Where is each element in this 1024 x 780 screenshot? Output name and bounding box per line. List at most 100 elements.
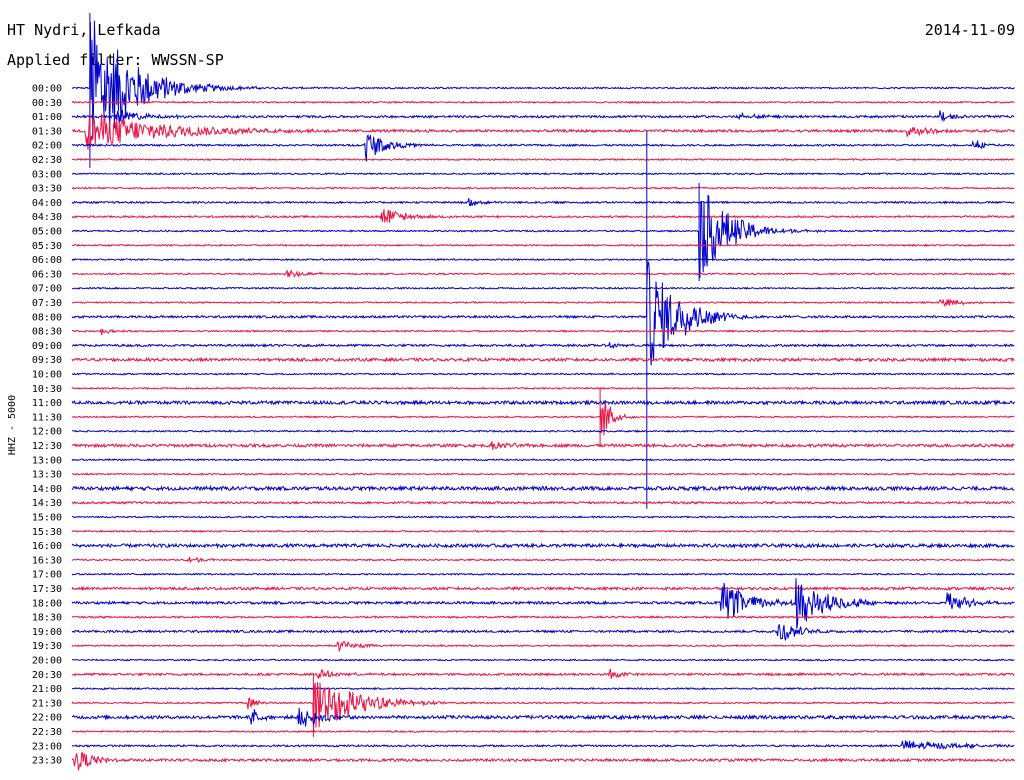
time-tick-label: 21:30 [32, 698, 62, 709]
time-tick-label: 10:30 [32, 384, 62, 395]
seismic-trace [71, 133, 1015, 162]
time-tick-label: 12:00 [32, 427, 62, 438]
time-tick-label: 05:00 [32, 227, 62, 238]
seismic-trace [71, 286, 1015, 290]
time-tick-label: 09:30 [32, 355, 62, 366]
seismic-trace [71, 388, 1015, 447]
time-tick-label: 07:30 [32, 298, 62, 309]
seismic-trace [71, 198, 1015, 207]
seismic-trace [71, 186, 1015, 190]
trace-group [71, 13, 1015, 771]
time-tick-label: 20:30 [32, 670, 62, 681]
time-tick-label: 18:00 [32, 598, 62, 609]
seismic-trace [71, 624, 1015, 641]
time-tick-labels: 00:00 00:30 01:00 01:30 02:00 02:30 03:00 03:30… [32, 84, 62, 767]
station-title: HT Nydri, Lefkada [7, 21, 161, 39]
seismic-trace [71, 386, 1015, 390]
seismic-trace [71, 257, 1015, 262]
seismic-trace [71, 542, 1015, 550]
seismic-trace [71, 585, 1015, 592]
time-tick-label: 02:00 [32, 141, 62, 152]
seismic-trace [71, 269, 1015, 279]
time-tick-label: 21:00 [32, 684, 62, 695]
seismic-trace [71, 441, 1015, 450]
seismic-trace [71, 100, 1015, 104]
time-tick-label: 04:30 [32, 212, 62, 223]
seismic-trace [71, 500, 1015, 505]
seismic-trace [71, 752, 1015, 771]
seismic-trace [71, 484, 1015, 493]
time-tick-label: 08:00 [32, 312, 62, 323]
time-tick-label: 01:30 [32, 126, 62, 137]
time-tick-label: 18:30 [32, 613, 62, 624]
filter-label: Applied filter: WWSSN-SP [7, 51, 224, 69]
seismic-trace [71, 356, 1015, 363]
time-tick-label: 16:30 [32, 555, 62, 566]
seismic-trace [72, 658, 1015, 662]
date-label: 2014-11-09 [924, 21, 1015, 39]
time-tick-label: 00:00 [32, 84, 62, 95]
time-tick-label: 19:00 [32, 627, 62, 638]
seismic-trace [71, 328, 1015, 336]
time-tick-label: 14:30 [32, 498, 62, 509]
time-tick-label: 19:30 [32, 641, 62, 652]
seismic-trace [71, 729, 1015, 734]
seismic-trace [71, 342, 1015, 350]
time-tick-label: 05:30 [32, 241, 62, 252]
seismic-trace [71, 429, 1015, 433]
y-axis-label: HHZ - 5000 [7, 395, 18, 455]
time-tick-label: 22:30 [32, 727, 62, 738]
seismic-trace [71, 572, 1015, 576]
time-tick-label: 17:00 [32, 570, 62, 581]
seismic-trace [71, 157, 1015, 162]
time-tick-label: 09:00 [32, 341, 62, 352]
time-tick-label: 22:00 [32, 713, 62, 724]
time-tick-label: 13:00 [32, 455, 62, 466]
time-tick-label: 12:30 [32, 441, 62, 452]
seismic-trace [71, 372, 1015, 376]
time-tick-label: 06:00 [32, 255, 62, 266]
time-tick-label: 04:00 [32, 198, 62, 209]
time-tick-label: 16:00 [32, 541, 62, 552]
time-tick-label: 06:30 [32, 269, 62, 280]
time-tick-label: 02:30 [32, 155, 62, 166]
time-tick-label: 11:30 [32, 412, 62, 423]
seismic-trace [71, 109, 1015, 123]
time-tick-label: 03:30 [32, 184, 62, 195]
seismic-trace [71, 640, 1015, 653]
time-tick-label: 08:30 [32, 327, 62, 338]
seismic-trace [71, 615, 1015, 620]
seismic-trace [71, 707, 1015, 727]
seismic-trace [71, 740, 1015, 750]
time-tick-label: 14:00 [32, 484, 62, 495]
time-tick-label: 20:00 [32, 656, 62, 667]
time-tick-label: 13:30 [32, 470, 62, 481]
seismic-trace [71, 172, 1015, 176]
time-tick-label: 07:00 [32, 284, 62, 295]
seismic-trace [71, 672, 1015, 737]
seismic-trace [71, 556, 1015, 564]
time-tick-label: 15:30 [32, 527, 62, 538]
time-tick-label: 03:00 [32, 169, 62, 180]
time-tick-label: 17:30 [32, 584, 62, 595]
time-tick-label: 10:00 [32, 370, 62, 381]
seismic-trace [71, 458, 1015, 462]
time-tick-label: 23:30 [32, 756, 62, 767]
time-tick-label: 23:00 [32, 741, 62, 752]
seismic-trace [71, 578, 1015, 629]
seismic-trace [71, 515, 1015, 519]
seismic-trace [71, 668, 1015, 680]
time-tick-label: 00:30 [32, 98, 62, 109]
seismic-trace [71, 686, 1015, 691]
time-tick-label: 01:00 [32, 112, 62, 123]
seismic-trace [71, 472, 1015, 476]
time-tick-label: 11:00 [32, 398, 62, 409]
seismic-trace [71, 183, 1015, 281]
seismic-trace [71, 529, 1015, 534]
time-tick-label: 15:00 [32, 513, 62, 524]
seismic-trace [72, 243, 1015, 248]
seismic-trace [71, 298, 1015, 308]
seismic-trace [71, 209, 1015, 223]
seismic-trace [71, 114, 1015, 150]
